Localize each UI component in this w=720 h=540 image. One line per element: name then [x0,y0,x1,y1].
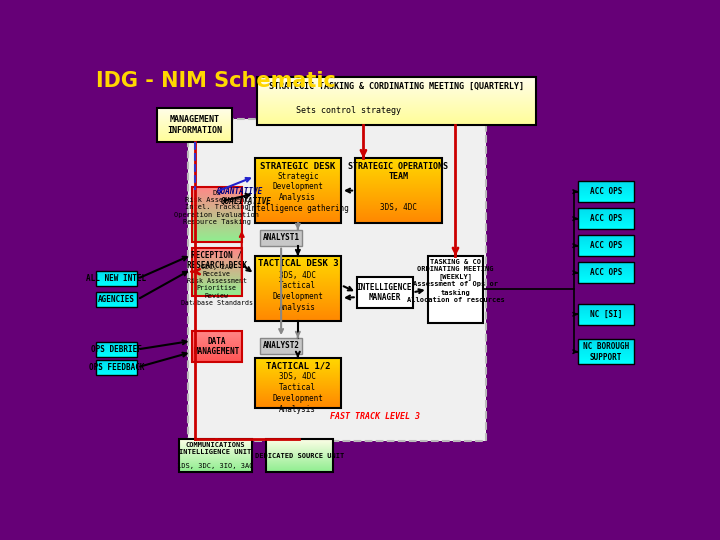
Text: DEDICATED SOURCE UNIT: DEDICATED SOURCE UNIT [255,453,344,458]
Bar [260,230,302,246]
Bar [428,256,483,322]
Bar [96,272,138,286]
Text: TACTICAL 1/2: TACTICAL 1/2 [266,361,330,370]
Text: DATA
MANAGEMENT: DATA MANAGEMENT [194,336,240,356]
Bar [578,304,634,325]
Bar [96,292,138,307]
Bar [255,256,341,321]
Text: AGENCIES: AGENCIES [98,295,135,304]
Text: TACTICAL DESK 3: TACTICAL DESK 3 [258,259,338,268]
Bar [578,181,634,202]
Text: STRATEGIC OPERATIONS
TEAM: STRATEGIC OPERATIONS TEAM [348,161,449,181]
Bar [578,339,634,364]
Bar [96,360,138,375]
Text: 6DC, 2AO
Receive
Risk Assessment
Prioritise
Review
Database Standards: 6DC, 2AO Receive Risk Assessment Priorit… [181,264,253,306]
Text: 3DS, 4DC
Tactical
Development
Analysis: 3DS, 4DC Tactical Development Analysis [272,271,323,312]
Text: OPS FEEDBACK: OPS FEEDBACK [89,363,144,372]
Text: 3DS, 4DC
Tactical
Development
Analysis: 3DS, 4DC Tactical Development Analysis [272,373,323,414]
Text: ACC OPS: ACC OPS [590,241,622,250]
Bar [179,439,252,472]
Bar [578,208,634,229]
Bar [255,358,341,408]
Text: INTELLIGENCE
MANAGER: INTELLIGENCE MANAGER [357,282,413,302]
Bar [266,439,333,472]
Text: Sets control strategy: Sets control strategy [297,106,402,114]
Bar [258,77,536,125]
Text: Strategic
Development
Analysis
Intelligence gathering: Strategic Development Analysis Intellige… [247,172,348,213]
Text: QUALITATIVE: QUALITATIVE [221,197,272,206]
Text: ALL NEW INTEL: ALL NEW INTEL [86,274,147,283]
Text: RECEPTION /
RESEARCH DESK: RECEPTION / RESEARCH DESK [186,250,247,270]
Text: DS
Risk Assessment
Intel. Tracking
Operation Evaluation
Resource Tasking: DS Risk Assessment Intel. Tracking Opera… [174,190,259,225]
Bar [157,109,233,141]
Bar [260,338,302,354]
Bar [96,342,138,357]
Text: OPS DEBRIEF: OPS DEBRIEF [91,345,142,354]
Bar [192,187,242,241]
Text: ANALYST2: ANALYST2 [263,341,300,350]
Text: STRATEGIC DESK: STRATEGIC DESK [260,161,336,171]
Text: ANALYST1: ANALYST1 [263,233,300,242]
Bar [356,277,413,308]
Text: NC [SI]: NC [SI] [590,310,622,319]
Bar [192,331,242,362]
Text: MANAGEMENT
INFORMATION: MANAGEMENT INFORMATION [167,115,222,135]
Text: FAST TRACK LEVEL 3: FAST TRACK LEVEL 3 [330,411,420,421]
Text: QUANTATIVE: QUANTATIVE [217,187,264,196]
Bar [192,248,242,295]
Text: TASKING & CO
ORDINATING MEETING
[WEEKLY]
Assessment of Ops or
tasking
Allocation: TASKING & CO ORDINATING MEETING [WEEKLY]… [407,259,505,303]
Text: COMMUNICATIONS
INTELLIGENCE UNIT: COMMUNICATIONS INTELLIGENCE UNIT [179,442,252,455]
Text: ACC OPS: ACC OPS [590,268,622,277]
Bar [188,119,486,441]
Text: STRATEGIC TASKING & CORDINATING MEETING [QUARTERLY]: STRATEGIC TASKING & CORDINATING MEETING … [269,82,524,90]
Bar [355,158,441,223]
Text: 1DS, 3DC, 3IO, 3AO: 1DS, 3DC, 3IO, 3AO [177,463,254,469]
Text: NC BOROUGH
SUPPORT: NC BOROUGH SUPPORT [583,342,629,362]
Text: ACC OPS: ACC OPS [590,187,622,196]
Bar [578,235,634,256]
Text: 3DS, 4DC: 3DS, 4DC [379,204,417,212]
Text: ACC OPS: ACC OPS [590,214,622,223]
Text: IDG - NIM Schematic: IDG - NIM Schematic [96,71,336,91]
Bar [578,262,634,283]
Bar [255,158,341,223]
